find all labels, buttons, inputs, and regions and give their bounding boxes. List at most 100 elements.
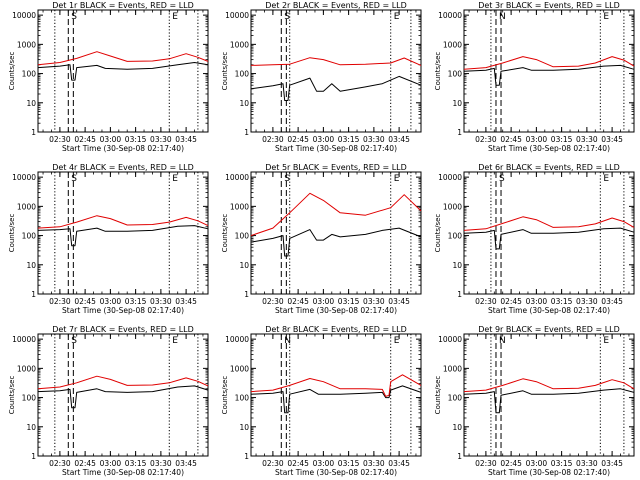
x-tick-label: 03:15 <box>338 297 360 306</box>
event-marker-label: E <box>603 174 609 184</box>
y-tick-label: 100 <box>235 394 250 403</box>
x-tick-label: 03:15 <box>125 459 147 468</box>
y-axis-label: Counts/sec <box>8 52 16 91</box>
series-line-lld <box>463 56 635 70</box>
y-tick-label: 10000 <box>12 335 36 344</box>
panel-1: Det 1r BLACK = Events, RED = LLD 1 10 100 10… <box>8 1 209 153</box>
panel-title: Det 5r BLACK = Events, RED = LLD <box>265 163 407 172</box>
y-tick-label: 10 <box>452 99 462 108</box>
y-tick-label: 10000 <box>225 173 249 182</box>
x-axis-label: Start Time (30-Sep-08 02:17:40) <box>275 468 397 477</box>
x-tick-label: 03:15 <box>125 297 147 306</box>
x-tick-label: 03:00 <box>526 135 548 144</box>
series-line-events <box>250 227 422 257</box>
y-tick-label: 100 <box>22 70 37 79</box>
panel-title: Det 3r BLACK = Events, RED = LLD <box>478 1 620 10</box>
x-tick-label: 03:45 <box>388 459 410 468</box>
x-tick-label: 03:30 <box>150 297 172 306</box>
x-tick-label: 03:15 <box>551 135 573 144</box>
panel-title: Det 8r BLACK = Events, RED = LLD <box>265 325 407 334</box>
panel-title: Det 1r BLACK = Events, RED = LLD <box>52 1 194 10</box>
panel-7: Det 7r BLACK = Events, RED = LLD 1 10 100 10… <box>8 325 209 477</box>
series-line-events <box>463 227 635 250</box>
series-line-lld <box>463 378 635 393</box>
plot-frame <box>250 171 422 295</box>
x-tick-label: 03:30 <box>150 459 172 468</box>
event-marker-label: E <box>172 174 178 184</box>
y-tick-label: 100 <box>22 232 37 241</box>
x-tick-label: 02:30 <box>475 459 497 468</box>
panel-title: Det 4r BLACK = Events, RED = LLD <box>52 163 194 172</box>
y-tick-label: 1000 <box>443 364 462 373</box>
series-line-events <box>37 225 209 247</box>
event-marker-label: E <box>394 174 400 184</box>
x-tick-label: 02:45 <box>500 135 522 144</box>
panel-title: Det 6r BLACK = Events, RED = LLD <box>478 163 620 172</box>
y-axis-label: Counts/sec <box>434 214 442 253</box>
panel-8: Det 8r BLACK = Events, RED = LLD 1 10 100 10… <box>221 325 422 477</box>
event-marker-label: E <box>603 12 609 22</box>
y-tick-label: 10000 <box>225 11 249 20</box>
x-tick-label: 03:00 <box>100 459 122 468</box>
x-tick-label: 03:30 <box>363 297 385 306</box>
panel-9: Det 9r BLACK = Events, RED = LLD 1 10 100 10… <box>434 325 635 477</box>
plot-frame <box>37 333 209 457</box>
panel-5: Det 5r BLACK = Events, RED = LLD 1 10 100 10… <box>221 163 422 315</box>
y-tick-label: 1000 <box>17 364 36 373</box>
series-line-lld <box>250 374 422 397</box>
x-tick-label: 03:45 <box>388 135 410 144</box>
series-line-events <box>37 62 209 81</box>
y-axis-label: Counts/sec <box>434 376 442 415</box>
panel-3: Det 3r BLACK = Events, RED = LLD 1 10 100 10… <box>434 1 635 153</box>
y-tick-label: 1000 <box>443 202 462 211</box>
plot-frame <box>250 9 422 133</box>
x-tick-label: 02:30 <box>475 135 497 144</box>
y-axis-label: Counts/sec <box>8 376 16 415</box>
event-marker-label: N <box>499 12 506 22</box>
y-tick-label: 1000 <box>17 202 36 211</box>
plot-frame <box>463 9 635 133</box>
y-tick-label: 10000 <box>438 173 462 182</box>
y-axis-label: Counts/sec <box>221 376 229 415</box>
x-tick-label: 02:30 <box>262 459 284 468</box>
y-tick-label: 100 <box>448 70 463 79</box>
x-tick-label: 02:45 <box>74 297 96 306</box>
y-tick-label: 1 <box>457 128 462 137</box>
y-tick-label: 100 <box>448 232 463 241</box>
y-tick-label: 10000 <box>12 173 36 182</box>
x-tick-label: 03:45 <box>601 135 623 144</box>
x-tick-label: 03:30 <box>576 459 598 468</box>
series-line-events <box>250 385 422 414</box>
series-line-lld <box>250 57 422 66</box>
x-tick-label: 03:00 <box>100 297 122 306</box>
y-tick-label: 1 <box>244 290 249 299</box>
x-tick-label: 02:45 <box>74 459 96 468</box>
y-axis-label: Counts/sec <box>434 52 442 91</box>
x-tick-label: 02:45 <box>500 297 522 306</box>
x-axis-label: Start Time (30-Sep-08 02:17:40) <box>275 306 397 315</box>
series-line-lld <box>37 375 209 390</box>
x-tick-label: 03:00 <box>313 135 335 144</box>
panel-6: Det 6r BLACK = Events, RED = LLD 1 10 100 10… <box>434 163 635 315</box>
x-tick-label: 02:45 <box>287 297 309 306</box>
event-marker-label: S <box>499 174 505 184</box>
event-marker-label: N <box>284 336 291 346</box>
panel-title: Det 2r BLACK = Events, RED = LLD <box>265 1 407 10</box>
x-tick-label: 02:30 <box>49 459 71 468</box>
y-tick-label: 100 <box>448 394 463 403</box>
x-axis-label: Start Time (30-Sep-08 02:17:40) <box>62 468 184 477</box>
x-tick-label: 02:45 <box>500 459 522 468</box>
event-marker-label: E <box>394 12 400 22</box>
x-tick-label: 02:30 <box>475 297 497 306</box>
series-line-events <box>463 64 635 86</box>
x-tick-label: 03:45 <box>175 459 197 468</box>
x-tick-label: 03:15 <box>551 459 573 468</box>
y-tick-label: 10 <box>452 423 462 432</box>
x-axis-label: Start Time (30-Sep-08 02:17:40) <box>62 306 184 315</box>
y-tick-label: 10 <box>239 261 249 270</box>
x-tick-label: 03:00 <box>526 459 548 468</box>
event-marker-label: S <box>71 336 77 346</box>
x-tick-label: 02:30 <box>262 297 284 306</box>
x-tick-label: 03:45 <box>388 297 410 306</box>
